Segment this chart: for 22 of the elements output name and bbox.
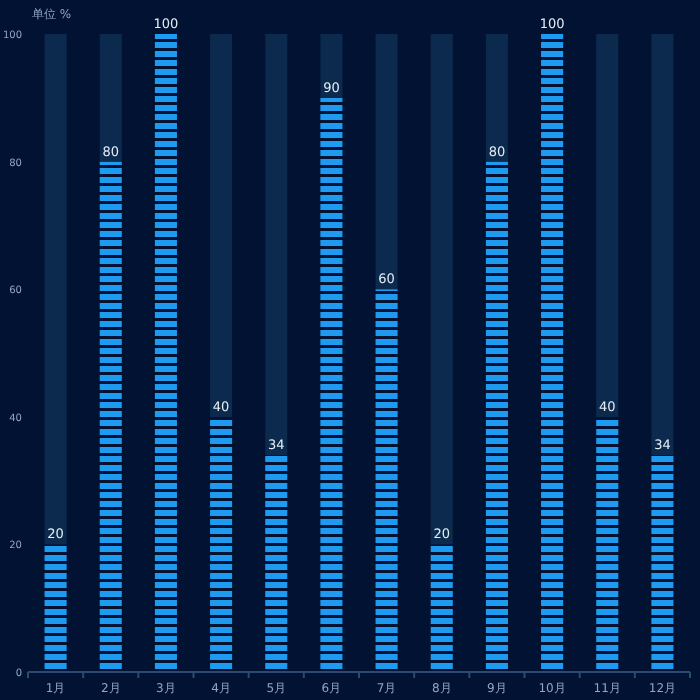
bar [265,34,288,456]
bar [154,34,177,672]
bar [99,34,122,162]
bar [596,416,619,672]
bar [430,544,453,672]
bar [210,34,233,417]
bar [44,544,67,672]
bar [320,97,343,672]
bar [541,34,564,672]
bar [44,34,67,545]
bar [430,34,453,545]
bar [265,455,288,672]
bar [651,34,674,456]
bar [375,289,398,672]
bar [596,34,619,417]
bar [375,34,398,290]
bar [320,34,343,98]
bar [210,416,233,672]
bar [485,161,508,672]
bar [485,34,508,162]
bar [651,455,674,672]
bar [99,161,122,672]
